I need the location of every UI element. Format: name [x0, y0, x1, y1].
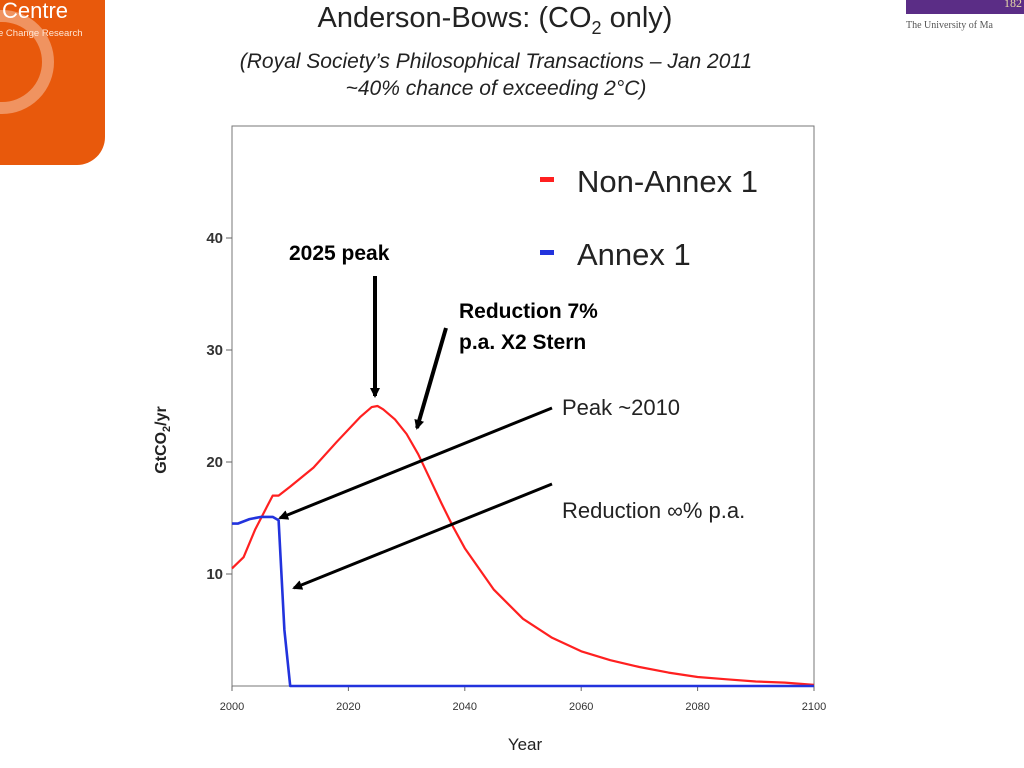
series-line-annex-1: [232, 515, 814, 688]
x-tick-label-2060: 2060: [569, 701, 593, 713]
slide-subtitle: (Royal Society’s Philosophical Transacti…: [0, 48, 992, 102]
annotation-2025-peak: 2025 peak: [289, 242, 390, 265]
x-tick-label-2100: 2100: [802, 701, 826, 713]
y-axis-label: GtCO2/yr: [153, 406, 173, 473]
legend-swatch-non-annex: [540, 177, 554, 182]
arrow-reduction-inf: [292, 482, 553, 590]
y-tick-label-40: 40: [206, 230, 223, 247]
university-logo-year: 182: [1004, 0, 1022, 10]
annotation-reduction-7-line-1: Reduction 7%: [459, 300, 598, 323]
arrow-reduction-7: [414, 327, 448, 430]
annotation-reduction-inf: Reduction ∞% p.a.: [562, 498, 745, 523]
subtitle-line-2: ~40% chance of exceeding 2°C): [345, 77, 647, 100]
logo-subtitle: e Change Research: [0, 28, 83, 39]
plot-frame: [231, 125, 815, 687]
legend-swatch-annex: [540, 250, 554, 255]
legend-label-non-annex: Non-Annex 1: [577, 164, 758, 199]
x-tick-label-2020: 2020: [336, 701, 360, 713]
university-logo: 182: [906, 0, 1024, 14]
x-tick-label-2040: 2040: [453, 701, 477, 713]
arrow-peak-2010: [278, 406, 553, 520]
x-axis-label: Year: [508, 735, 543, 754]
series-lines: [231, 404, 815, 688]
series-line-non-annex-1: [231, 404, 815, 686]
legend-label-annex: Annex 1: [577, 237, 691, 272]
slide-title: Anderson-Bows: (CO2 only): [317, 2, 673, 38]
subtitle-line-1: (Royal Society’s Philosophical Transacti…: [239, 50, 753, 73]
logo-name: Centre: [2, 0, 69, 23]
legend: Non-Annex 1 Annex 1: [540, 164, 758, 272]
y-tick-label-20: 20: [206, 454, 223, 471]
university-name: The University of Ma: [906, 20, 993, 31]
y-tick-label-30: 30: [206, 342, 223, 359]
annotation-reduction-7-line-2: p.a. X2 Stern: [459, 331, 587, 354]
y-tick-label-10: 10: [206, 566, 223, 583]
x-tick-label-2080: 2080: [685, 701, 709, 713]
x-tick-label-2000: 2000: [220, 701, 244, 713]
centre-logo: Centre e Change Research: [0, 0, 105, 165]
y-axis-ticks: 10 20 30 40: [206, 230, 232, 583]
x-axis-ticks: 2000 2020 2040 2060 2080 2100: [220, 686, 826, 713]
annotation-peak-2010: Peak ~2010: [562, 395, 680, 420]
annotation-reduction-7: Reduction 7% p.a. X2 Stern: [459, 296, 598, 358]
